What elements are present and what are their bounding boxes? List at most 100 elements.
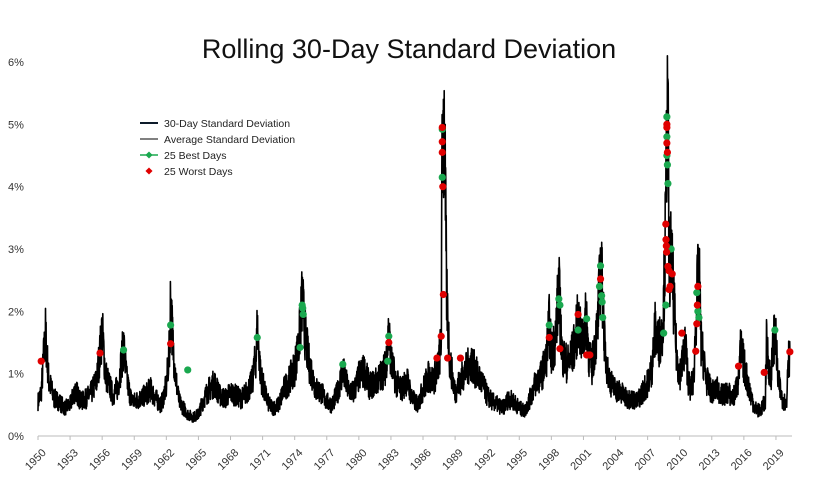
worst-day-point (692, 347, 700, 355)
y-tick-label: 3% (8, 244, 24, 256)
worst-day-point (760, 368, 768, 377)
best-day-point (167, 321, 175, 329)
worst-day-point (596, 275, 605, 283)
best-day-point (660, 329, 668, 337)
worst-day-point (574, 310, 582, 319)
x-tick-label: 1992 (472, 447, 498, 473)
worst-day-point (734, 362, 743, 370)
best-day-point (119, 346, 128, 354)
legend-label: 30-Day Standard Deviation (164, 118, 290, 130)
x-tick-label: 1983 (376, 447, 402, 473)
x-tick-label: 1971 (248, 447, 274, 473)
x-tick-label: 2004 (601, 447, 627, 473)
y-tick-label: 0% (8, 431, 24, 443)
legend-label: Average Standard Deviation (164, 134, 295, 146)
worst-day-point (444, 354, 452, 362)
best-day-point (385, 332, 393, 340)
legend: 30-Day Standard Deviation Average Standar… (140, 118, 295, 178)
worst-day-point (693, 301, 701, 309)
worst-day-point (693, 320, 701, 328)
best-day-point (556, 301, 564, 309)
best-day-point (663, 161, 672, 169)
x-tick-label: 2016 (729, 447, 755, 473)
best-day-point (771, 326, 779, 334)
x-tick-label: 2001 (568, 447, 594, 473)
x-tick-label: 1977 (312, 447, 338, 473)
worst-day-point (678, 329, 686, 337)
worst-day-point (663, 139, 671, 147)
best-day-point (663, 113, 671, 121)
x-tick-label: 1989 (440, 447, 466, 473)
worst-day-point (662, 236, 670, 244)
worst-day-point (438, 148, 446, 156)
x-tick-label: 2019 (761, 447, 787, 473)
worst-day-point (385, 338, 393, 347)
y-tick-label: 4% (8, 182, 24, 194)
x-tick-label: 2013 (697, 447, 723, 473)
worst-day-point (662, 220, 670, 228)
best-day-point (598, 292, 606, 300)
worst-day-point (438, 123, 446, 132)
worst-day-point (586, 351, 594, 359)
worst-day-point (668, 270, 676, 278)
markers-layer (37, 113, 794, 377)
best-day-point (545, 321, 553, 329)
worst-day-point (662, 242, 670, 250)
worst-day-point (439, 183, 447, 191)
worst-day-point (438, 138, 446, 146)
series-line-30-day-std (37, 55, 791, 423)
x-tick-label: 1998 (536, 447, 562, 473)
chart-title: Rolling 30-Day Standard Deviation (201, 34, 617, 64)
x-tick-label: 1959 (119, 447, 145, 473)
x-tick-label: 1950 (23, 447, 49, 473)
best-day-point (296, 343, 304, 352)
best-day-point (384, 357, 392, 365)
y-tick-label: 5% (8, 119, 24, 131)
worst-day-point (786, 348, 794, 356)
y-tick-label: 2% (8, 306, 24, 318)
best-day-point (339, 360, 347, 368)
worst-day-point (456, 354, 465, 362)
best-day-point (693, 289, 701, 297)
best-day-point (664, 179, 672, 188)
worst-day-point (167, 340, 175, 348)
worst-day-point (663, 248, 671, 256)
worst-day-point (437, 332, 445, 340)
best-day-point (583, 315, 591, 323)
best-day-point (253, 333, 261, 342)
legend-label: 25 Worst Days (164, 166, 233, 178)
best-day-point (663, 133, 671, 141)
worst-day-point (37, 357, 45, 365)
worst-day-point (545, 333, 553, 342)
legend-swatch-marker (145, 151, 153, 159)
best-day-point (184, 366, 192, 374)
legend-label: 25 Best Days (164, 150, 226, 162)
x-tick-label: 1995 (504, 447, 530, 473)
x-tick-label: 1974 (280, 447, 306, 473)
best-day-point (662, 301, 670, 309)
best-day-point (695, 313, 703, 322)
worst-day-point (433, 354, 441, 362)
x-tick-label: 1986 (408, 447, 434, 473)
x-tick-label: 1965 (183, 447, 209, 473)
best-day-point (596, 262, 605, 270)
x-tick-label: 1962 (151, 447, 177, 473)
x-tick-label: 2007 (633, 447, 659, 473)
best-day-point (694, 307, 702, 315)
series-layer (37, 55, 791, 423)
worst-day-point (96, 349, 104, 357)
worst-day-point (556, 345, 564, 353)
best-day-point (555, 295, 563, 303)
y-tick-label: 6% (8, 57, 24, 69)
y-tick-label: 1% (8, 369, 24, 381)
x-tick-label: 1968 (215, 447, 241, 473)
worst-day-point (665, 285, 673, 294)
x-tick-label: 2010 (665, 447, 691, 473)
best-day-point (598, 298, 606, 306)
best-day-point (438, 173, 446, 181)
best-day-point (299, 310, 307, 319)
x-tick-label: 1956 (87, 447, 113, 473)
best-day-point (574, 326, 582, 334)
